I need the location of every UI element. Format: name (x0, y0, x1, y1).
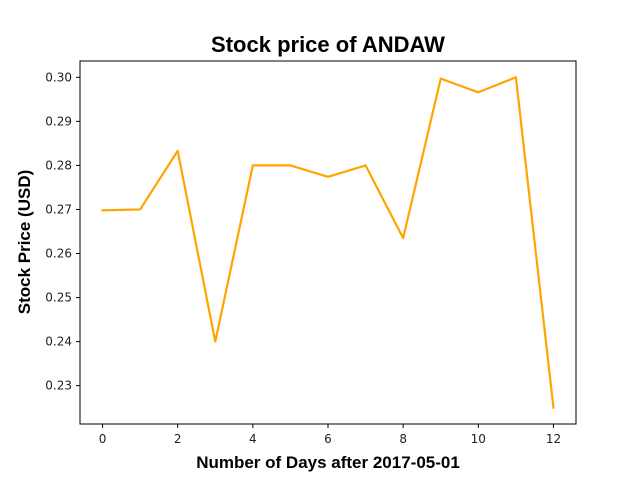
x-tick-label-4: 8 (399, 432, 407, 446)
y-tick-label-3: 0.26 (45, 247, 72, 261)
y-tick-label-5: 0.28 (45, 158, 72, 172)
y-tick-label-6: 0.29 (45, 114, 72, 128)
chart-title: Stock price of ANDAW (211, 32, 445, 57)
x-tick-label-1: 2 (174, 432, 182, 446)
x-tick-label-2: 4 (249, 432, 257, 446)
y-tick-label-4: 0.27 (45, 202, 72, 216)
x-tick-label-3: 6 (324, 432, 332, 446)
x-tick-label-0: 0 (99, 432, 107, 446)
x-tick-label-6: 12 (546, 432, 561, 446)
y-tick-label-0: 0.23 (45, 379, 72, 393)
y-axis-label: Stock Price (USD) (15, 170, 34, 315)
y-tick-label-1: 0.24 (45, 335, 72, 349)
plot-area: 0 2 4 6 8 10 12 0.23 0.24 0.25 0.26 0.27 0.28 0.29 0.3… (45, 60, 577, 446)
x-axis-label: Number of Days after 2017-05-01 (196, 453, 460, 472)
series-line-0 (101, 76, 555, 409)
y-tick-label-7: 0.30 (45, 70, 72, 84)
y-tick-label-2: 0.25 (45, 291, 72, 305)
x-tick-label-5: 10 (471, 432, 486, 446)
